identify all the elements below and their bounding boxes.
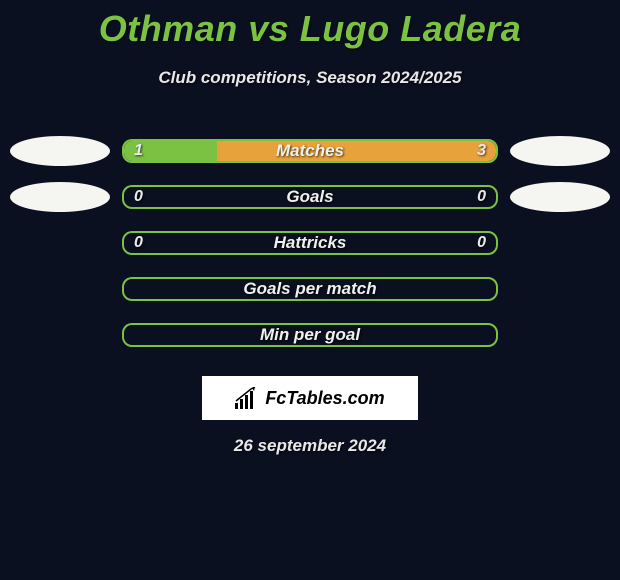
page-title: Othman vs Lugo Ladera	[0, 0, 620, 50]
avatar-left	[10, 317, 110, 353]
date-label: 26 september 2024	[0, 436, 620, 456]
avatar-left	[10, 179, 110, 215]
comparison-chart: 13Matches 00Goals 00Hattricks Goals per mat…	[0, 128, 620, 358]
avatar-right	[510, 225, 610, 261]
avatar-left	[10, 133, 110, 169]
stat-bar: Goals per match	[122, 277, 498, 301]
avatar-left	[10, 271, 110, 307]
stat-label: Goals per match	[124, 279, 496, 299]
stat-bar: Min per goal	[122, 323, 498, 347]
logo-text: FcTables.com	[265, 388, 384, 409]
stat-row: 13Matches	[10, 128, 610, 174]
avatar-placeholder-icon	[510, 182, 610, 212]
stat-row: 00Goals	[10, 174, 610, 220]
avatar-placeholder-icon	[10, 182, 110, 212]
stat-label: Hattricks	[124, 233, 496, 253]
logo-box: FcTables.com	[202, 376, 418, 420]
avatar-right	[510, 317, 610, 353]
avatar-right	[510, 179, 610, 215]
stat-label: Goals	[124, 187, 496, 207]
fctables-icon	[235, 387, 261, 409]
stat-row: Min per goal	[10, 312, 610, 358]
stat-bar: 00Hattricks	[122, 231, 498, 255]
avatar-right	[510, 271, 610, 307]
stat-row: Goals per match	[10, 266, 610, 312]
avatar-placeholder-icon	[10, 136, 110, 166]
stat-bar: 13Matches	[122, 139, 498, 163]
avatar-placeholder-icon	[510, 136, 610, 166]
avatar-left	[10, 225, 110, 261]
subtitle: Club competitions, Season 2024/2025	[0, 68, 620, 88]
stat-label: Min per goal	[124, 325, 496, 345]
stat-bar: 00Goals	[122, 185, 498, 209]
stat-row: 00Hattricks	[10, 220, 610, 266]
stat-label: Matches	[124, 141, 496, 161]
avatar-right	[510, 133, 610, 169]
